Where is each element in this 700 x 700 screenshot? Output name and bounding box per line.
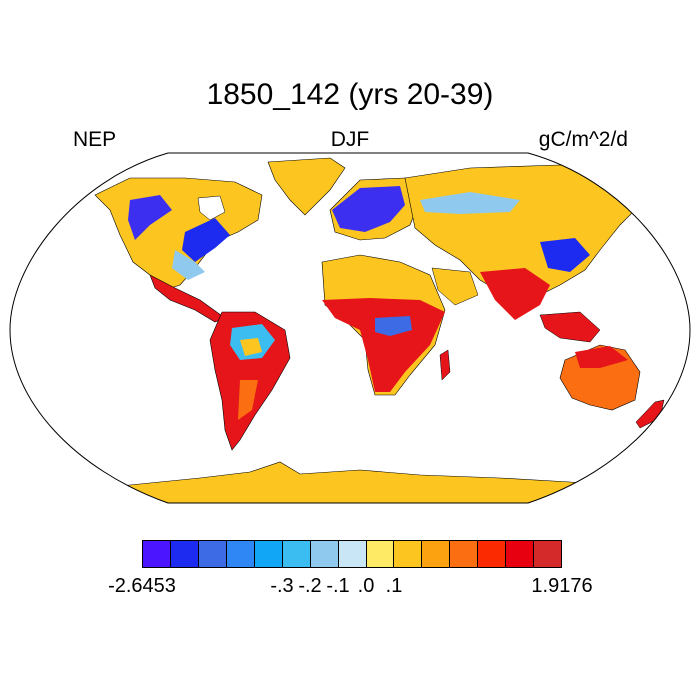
africa-red-belt	[322, 298, 445, 392]
colorbar-box-13	[506, 541, 535, 567]
colorbar-box-12	[478, 541, 507, 567]
central-america	[149, 274, 226, 323]
arabia	[431, 267, 479, 306]
colorbar-box-7	[338, 541, 367, 567]
map-border	[9, 152, 691, 504]
colorbar-tick-label: -.3	[270, 575, 294, 597]
colorbar	[142, 540, 562, 568]
colorbar-box-3	[226, 541, 255, 567]
colorbar-box-14	[534, 541, 562, 567]
colorbar-box-10	[422, 541, 451, 567]
colorbar-box-1	[170, 541, 199, 567]
na-east-negative	[182, 218, 230, 262]
se-asia-islands	[539, 311, 601, 343]
asia-east-negative	[540, 238, 590, 272]
hudson-bay	[197, 195, 226, 221]
asia-light	[420, 192, 520, 214]
colorbar-box-4	[254, 541, 283, 567]
sa-south-orange	[238, 380, 258, 420]
na-east-light	[172, 250, 205, 280]
colorbar-box-5	[282, 541, 311, 567]
colorbar-box-8	[366, 541, 395, 567]
colorbar-box-0	[143, 541, 171, 567]
units-label: gC/m^2/d	[538, 128, 628, 151]
colorbar-box-9	[394, 541, 423, 567]
colorbar-tick-label: 1.9176	[531, 575, 593, 597]
colorbar-box-11	[450, 541, 479, 567]
new-zealand	[635, 399, 665, 429]
africa-blue	[375, 316, 412, 336]
na-west-negative	[128, 195, 172, 240]
australia-north-red	[575, 346, 628, 368]
amazon-neutral	[240, 338, 262, 356]
colorbar-tick-label: -.2	[298, 575, 322, 597]
colorbar-ticks: -2.6453 -.3 -.2 -.1 .0 .1 1.9176	[0, 575, 700, 605]
colorbar-tick-label: -.1	[326, 575, 350, 597]
colorbar-tick-label: .0	[357, 575, 375, 597]
variable-label: NEP	[73, 128, 117, 151]
colorbar-box-2	[198, 541, 227, 567]
map-title: 1850_142 (yrs 20-39)	[206, 78, 494, 111]
europe-negative	[332, 186, 405, 232]
colorbar-box-6	[310, 541, 339, 567]
greenland	[267, 157, 346, 216]
season-label: DJF	[330, 128, 370, 151]
colorbar-tick-label: -2.6453	[108, 575, 176, 597]
colorbar-tick-label: .1	[385, 575, 403, 597]
madagascar	[439, 349, 451, 381]
north-america	[94, 177, 263, 291]
antarctica	[10, 461, 690, 503]
asia-south-red	[480, 268, 550, 320]
